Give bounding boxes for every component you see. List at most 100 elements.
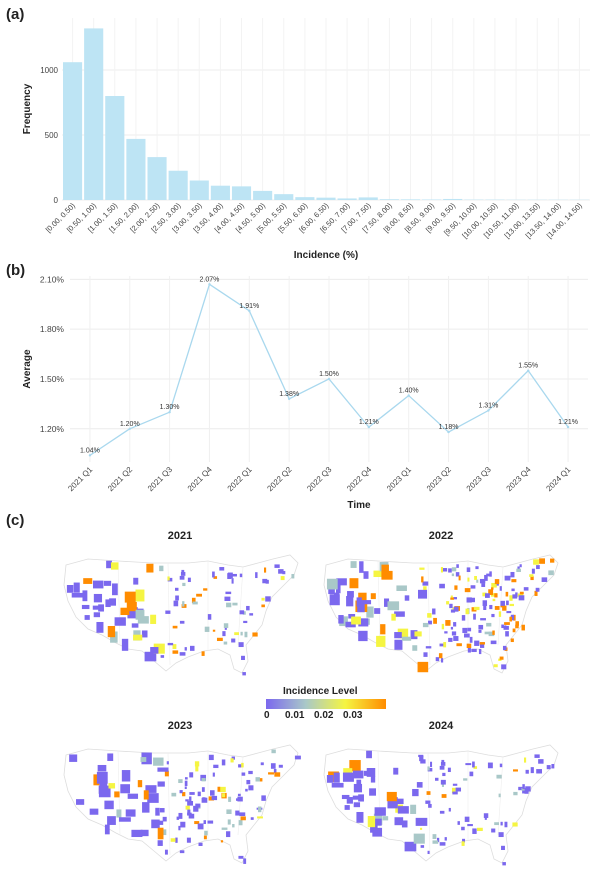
county-cell: [541, 577, 548, 582]
county-cell: [191, 597, 196, 604]
county-cell: [470, 597, 475, 603]
county-cell: [235, 810, 240, 816]
county-cell: [131, 829, 143, 838]
county-cell: [274, 564, 280, 568]
county-cell: [476, 827, 483, 832]
county-cell: [127, 607, 138, 619]
county-cell: [212, 772, 215, 777]
county-cell: [366, 750, 372, 759]
county-cell: [278, 569, 284, 574]
county-cell: [463, 778, 468, 781]
county-cell: [486, 573, 491, 577]
county-cell: [523, 587, 529, 591]
county-cell: [441, 568, 448, 572]
county-cell: [443, 642, 447, 648]
county-cell: [182, 601, 185, 607]
county-cell: [420, 759, 426, 764]
county-cell: [464, 816, 470, 822]
county-cell: [216, 637, 223, 642]
county-cell: [223, 623, 229, 628]
county-cell: [240, 631, 243, 636]
county-cell: [462, 838, 466, 843]
county-cell: [164, 849, 168, 855]
county-cell: [504, 821, 508, 828]
county-cell: [551, 763, 555, 769]
county-cell: [461, 615, 466, 621]
county-cell: [241, 655, 245, 661]
county-cell: [120, 607, 130, 616]
county-cell: [178, 825, 181, 831]
county-cell: [538, 759, 544, 764]
county-cell: [133, 634, 143, 641]
county-cell: [391, 613, 396, 621]
county-cell: [157, 781, 165, 787]
county-cell: [193, 805, 199, 812]
county-cell: [239, 573, 243, 578]
county-cell: [381, 564, 389, 577]
county-cell: [521, 787, 525, 791]
county-cell: [140, 829, 149, 837]
county-cell: [147, 793, 159, 803]
county-cell: [273, 768, 277, 774]
county-cell: [103, 580, 112, 586]
county-cell: [294, 755, 301, 760]
county-cell: [461, 826, 465, 831]
county-cell: [73, 582, 80, 593]
county-cell: [502, 645, 507, 651]
x-tick-label: 2023 Q3: [465, 465, 493, 493]
county-cell: [84, 615, 90, 620]
county-cell: [530, 576, 534, 581]
county-cell: [446, 601, 450, 605]
county-cell: [350, 561, 357, 568]
county-cell: [486, 622, 492, 627]
county-cell: [450, 595, 453, 599]
county-cell: [458, 575, 461, 581]
y-axis-label: Frequency: [22, 83, 33, 134]
bar: [400, 199, 421, 200]
county-cell: [512, 628, 516, 633]
county-cell: [367, 815, 376, 828]
county-cell: [430, 761, 433, 767]
county-cell: [243, 620, 248, 624]
county-cell: [513, 769, 518, 772]
county-cell: [494, 822, 499, 826]
county-cell: [432, 840, 439, 844]
x-tick-label: 2024 Q1: [544, 465, 572, 493]
county-cell: [494, 606, 500, 610]
county-cell: [208, 754, 214, 761]
county-cell: [333, 772, 340, 783]
x-tick-label: 2022 Q2: [265, 465, 293, 493]
county-cell: [450, 626, 454, 630]
county-cell: [445, 620, 451, 626]
county-cell: [511, 588, 515, 592]
county-cell: [480, 642, 485, 648]
county-cell: [135, 589, 145, 602]
county-cell: [194, 761, 200, 767]
county-cell: [213, 764, 219, 769]
county-cell: [335, 582, 341, 594]
county-cell: [473, 613, 476, 620]
county-cell: [219, 786, 226, 793]
county-cell: [173, 600, 179, 607]
county-cell: [413, 833, 425, 844]
county-cell: [105, 599, 111, 608]
county-cell: [505, 631, 509, 637]
county-cell: [448, 568, 452, 573]
county-cell: [359, 561, 364, 573]
county-cell: [178, 812, 183, 819]
county-cell: [221, 759, 226, 766]
county-cell: [439, 810, 445, 814]
county-cell: [522, 784, 525, 790]
bar: [253, 190, 273, 200]
county-cell: [189, 792, 195, 795]
county-cell: [356, 811, 364, 823]
county-cell: [370, 593, 376, 600]
county-cell: [196, 593, 202, 597]
county-cell: [203, 835, 207, 840]
line-chart: 1.20% 1.50% 1.80% 2.10% 1.04% 1.20% 1.30% 2.07%…: [22, 274, 588, 511]
county-cell: [107, 753, 114, 761]
county-cell: [184, 786, 187, 790]
county-cell: [484, 574, 488, 581]
county-cell: [243, 858, 247, 864]
county-cell: [175, 587, 179, 591]
